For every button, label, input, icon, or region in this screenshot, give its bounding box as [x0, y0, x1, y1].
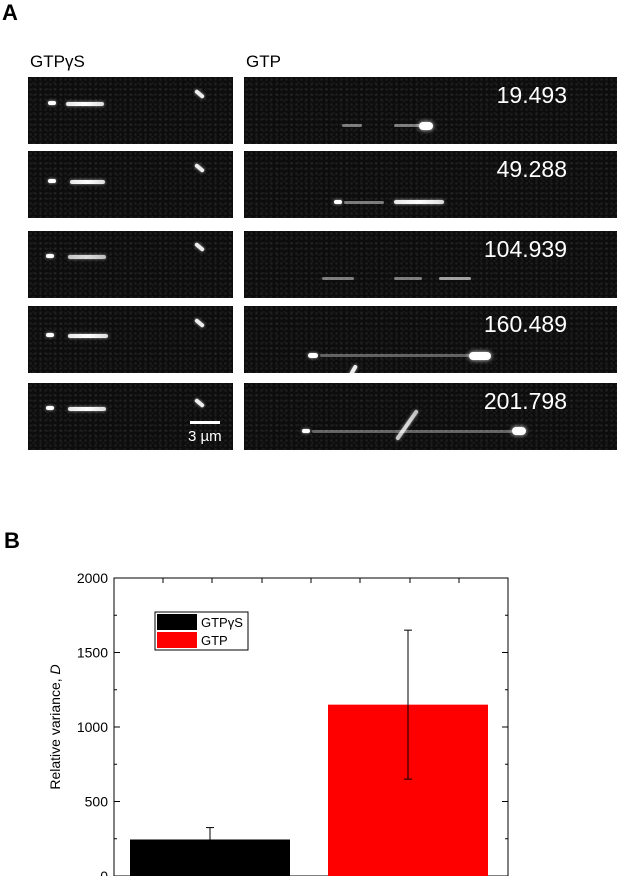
gtp-frame-1: 19.493 — [244, 77, 617, 144]
y-axis-label: Relative variance, D — [47, 664, 63, 789]
gtpgs-frame-3 — [28, 231, 233, 298]
scale-bar — [190, 421, 220, 424]
gtpgs-frame-2 — [28, 151, 233, 218]
filament-seed — [308, 353, 318, 358]
filament — [320, 354, 470, 357]
y-tick-label: 0 — [100, 868, 108, 876]
filament — [394, 124, 422, 127]
filament — [70, 180, 105, 184]
filament-seed — [46, 406, 54, 410]
filament — [439, 277, 471, 280]
legend-label: GTPγS — [201, 615, 243, 630]
scale-bar-label: 3 µm — [188, 428, 222, 445]
filament-seed — [46, 333, 54, 337]
time-label: 201.798 — [483, 388, 567, 414]
time-label: 49.288 — [496, 156, 567, 182]
gtp-frame-4: 160.489 — [244, 306, 617, 373]
gtp-frame-5: 201.798 — [244, 383, 617, 450]
filament-seed — [302, 429, 310, 433]
gtp-frame-3: 104.939 — [244, 231, 617, 298]
gtpgs-frame-1 — [28, 77, 233, 144]
gtp-frame-2: 49.288 — [244, 151, 617, 218]
bar-chart: 0 500 1000 1500 2000 GTPγS GTP Relative varianc… — [47, 570, 509, 876]
legend-label: GTP — [201, 633, 228, 648]
y-tick-label: 1000 — [77, 719, 108, 735]
gtpgs-frame-4 — [28, 306, 233, 373]
filament — [394, 277, 422, 280]
legend-swatch — [157, 614, 197, 630]
gtpgs-frame-5: 3 µm — [28, 383, 233, 450]
filament — [312, 430, 512, 433]
panel-b-letter: B — [4, 528, 20, 553]
filament-seed — [334, 200, 342, 204]
filament — [394, 200, 444, 204]
y-tick-label: 1500 — [77, 645, 108, 661]
y-tick-label: 500 — [85, 794, 109, 810]
filament — [342, 124, 362, 127]
filament — [66, 102, 104, 106]
filament-seed — [48, 101, 56, 105]
filament-seed — [48, 179, 56, 183]
filament-seed — [46, 254, 54, 258]
legend-swatch — [157, 632, 197, 648]
time-label: 19.493 — [496, 82, 567, 108]
y-tick-label: 2000 — [77, 570, 108, 586]
filament — [68, 407, 106, 411]
panel-a-letter: A — [2, 0, 18, 25]
filament — [68, 255, 106, 259]
filament-tip — [469, 352, 491, 360]
filament — [68, 334, 108, 338]
filament-tip — [419, 122, 433, 130]
filament — [344, 201, 384, 204]
time-label: 104.939 — [483, 236, 567, 262]
gtpgs-column-label: GTPγS — [30, 52, 85, 71]
filament-tip — [512, 427, 526, 435]
time-label: 160.489 — [483, 311, 567, 337]
gtp-column-label: GTP — [246, 52, 281, 71]
filament — [322, 277, 354, 280]
